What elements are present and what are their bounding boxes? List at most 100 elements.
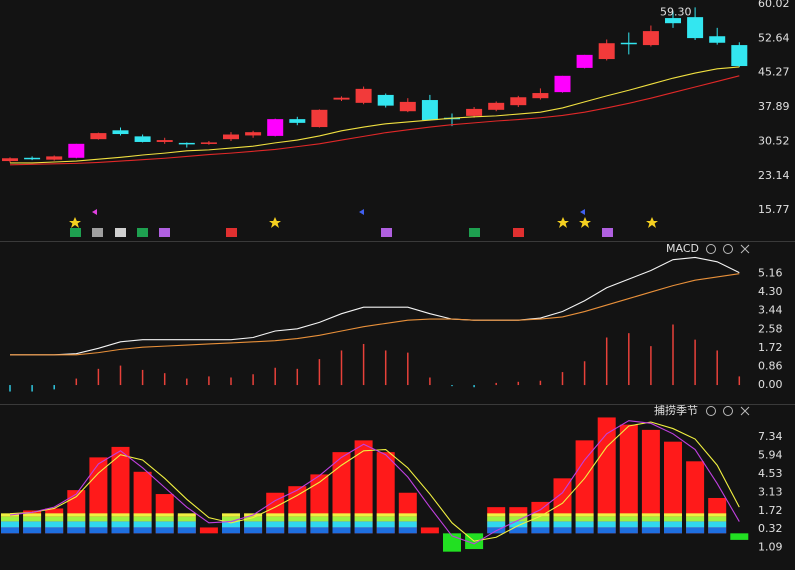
- y-tick-label: 1.72: [758, 504, 783, 517]
- candle-body: [399, 101, 416, 112]
- bar-band: [266, 527, 285, 534]
- bar-band: [266, 513, 285, 517]
- bar: [597, 417, 616, 534]
- bar-band: [332, 521, 351, 528]
- bar-band: [619, 516, 638, 522]
- bar-band: [686, 513, 705, 517]
- flag: [92, 209, 97, 215]
- bar-band: [89, 516, 108, 522]
- bar-band: [133, 516, 152, 522]
- bar: [332, 452, 351, 534]
- bar-band: [222, 527, 240, 534]
- bar-band: [553, 516, 572, 522]
- bar-band: [398, 513, 417, 517]
- bar-band: [553, 527, 572, 534]
- bar-band: [155, 527, 174, 534]
- bar-band: [222, 516, 240, 522]
- bar-band: [487, 513, 506, 517]
- bar-band: [553, 521, 572, 528]
- y-tick-label: 30.52: [758, 134, 790, 147]
- bar-band: [155, 521, 174, 528]
- help-icon[interactable]: [723, 406, 733, 416]
- candle-body: [532, 93, 549, 99]
- bar-band: [23, 521, 42, 528]
- candle-body: [488, 102, 505, 110]
- candle-body: [2, 158, 18, 162]
- candle-body: [178, 142, 195, 145]
- bar-band: [376, 527, 395, 534]
- bar-band: [332, 513, 351, 517]
- bar-band: [664, 513, 682, 517]
- bar-band: [288, 527, 307, 534]
- bar-band: [686, 521, 705, 528]
- macd-title: MACD: [666, 242, 699, 255]
- bar-band: [398, 516, 417, 522]
- help-icon[interactable]: [723, 244, 733, 254]
- bar-band: [23, 513, 42, 517]
- bar-band: [708, 521, 727, 528]
- bar-band: [686, 516, 705, 522]
- candle-body: [90, 133, 107, 140]
- bar-band: [664, 516, 682, 522]
- bar-band: [398, 527, 417, 534]
- bar-band: [111, 513, 130, 517]
- bar-band: [111, 521, 130, 528]
- bar-band: [531, 527, 550, 534]
- candle-body: [46, 156, 63, 160]
- close-icon[interactable]: [740, 406, 750, 416]
- bar-band: [575, 527, 594, 534]
- candle-body: [311, 109, 328, 128]
- bar-band: [310, 513, 329, 517]
- signal-box: [92, 228, 103, 237]
- indicator-line: [10, 66, 740, 164]
- indicator-title: 捕捞季节: [654, 403, 698, 417]
- bar-band: [641, 513, 660, 517]
- candle-body: [642, 31, 659, 46]
- flag: [359, 209, 364, 215]
- signal-box: [513, 228, 524, 237]
- bar-band: [575, 521, 594, 528]
- bar-band: [509, 527, 528, 534]
- close-icon[interactable]: [740, 244, 750, 254]
- candle-body: [377, 94, 394, 106]
- candle-body: [731, 45, 748, 67]
- bar-band: [708, 513, 727, 517]
- settings-icon[interactable]: [706, 406, 716, 416]
- bar-band: [23, 527, 42, 534]
- star: [557, 217, 569, 228]
- bar-band: [177, 516, 196, 522]
- candle-body: [24, 157, 41, 160]
- candle-body: [510, 97, 527, 106]
- indicator-line: [9, 420, 740, 545]
- bar-band: [266, 516, 285, 522]
- bar-band: [1, 527, 19, 534]
- candle-body: [665, 18, 681, 24]
- high-annotation: 59.30: [660, 5, 692, 18]
- bar-band: [23, 516, 42, 522]
- y-tick-label: 0.32: [758, 522, 783, 535]
- candle-body: [156, 140, 173, 142]
- bar: [199, 527, 218, 534]
- bar-band: [641, 521, 660, 528]
- bar-band: [89, 521, 108, 528]
- bar-band: [641, 527, 660, 534]
- settings-icon[interactable]: [706, 244, 716, 254]
- y-tick-label: 15.77: [758, 203, 790, 216]
- bar-band: [531, 521, 550, 528]
- indicator-line: [9, 75, 740, 166]
- y-tick-label: 0.00: [758, 378, 783, 391]
- candle-body: [576, 54, 593, 68]
- bar-band: [177, 521, 196, 528]
- bar: [111, 446, 130, 534]
- bar-band: [619, 527, 638, 534]
- bar-band: [597, 516, 616, 522]
- signal-box: [381, 228, 392, 237]
- star: [269, 217, 281, 228]
- y-tick-label: 5.94: [758, 449, 783, 462]
- bar-band: [597, 513, 616, 517]
- candle-body: [267, 119, 284, 136]
- candle-body: [68, 143, 85, 158]
- bar: [664, 441, 682, 534]
- bar-band: [487, 521, 506, 528]
